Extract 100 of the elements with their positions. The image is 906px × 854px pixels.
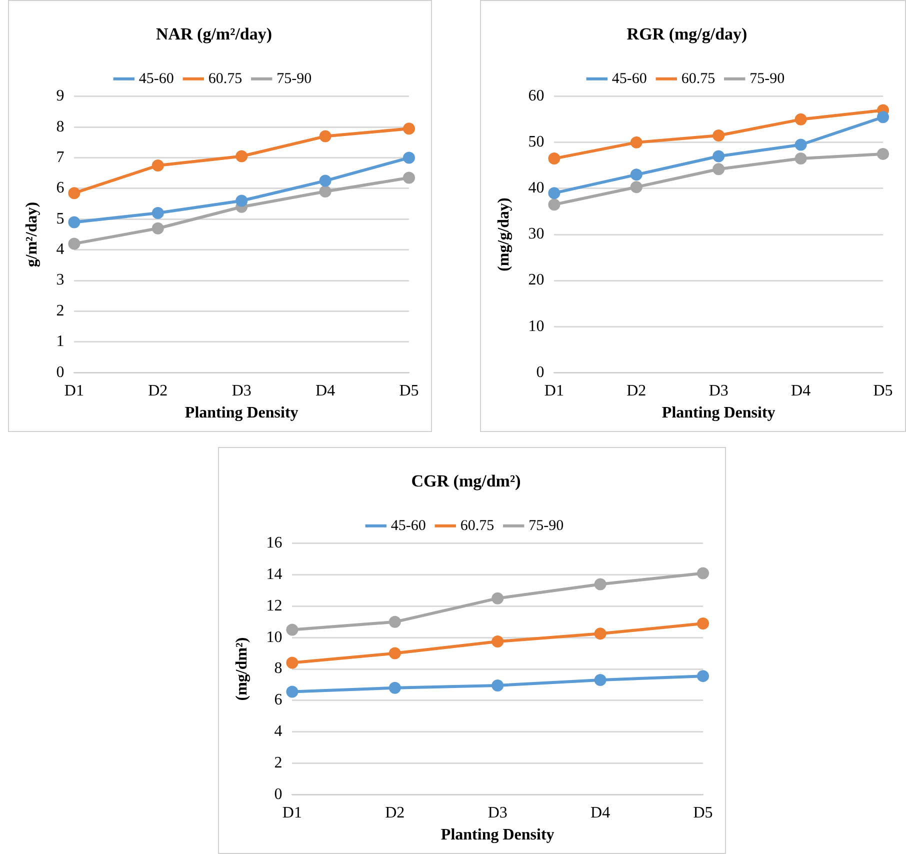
- point: [794, 138, 807, 151]
- point: [697, 617, 709, 630]
- legend-label: 60.75: [208, 70, 242, 87]
- x-tick-label: D3: [488, 804, 508, 822]
- point: [286, 624, 298, 636]
- point: [68, 187, 80, 200]
- legend-label: 45-60: [138, 70, 174, 87]
- point: [877, 111, 889, 124]
- point: [548, 152, 560, 165]
- point: [319, 186, 332, 198]
- y-tick-label: 10: [266, 628, 282, 646]
- legend-label: 75-90: [276, 70, 312, 87]
- point: [712, 130, 725, 142]
- y-tick-label: 30: [528, 226, 544, 243]
- chart-title: RGR (mg/g/day): [626, 24, 748, 44]
- y-tick-label: 6: [56, 180, 64, 197]
- point: [492, 679, 504, 692]
- point: [594, 578, 606, 590]
- point: [236, 150, 248, 162]
- x-tick-label: D4: [590, 804, 610, 822]
- y-tick-label: 16: [266, 534, 282, 552]
- point: [794, 113, 807, 126]
- point: [152, 222, 164, 234]
- x-tick-label: D5: [399, 382, 419, 400]
- y-tick-label: 9: [56, 88, 64, 105]
- x-tick-label: D1: [282, 804, 302, 822]
- y-tick-label: 50: [528, 134, 544, 151]
- x-tick-label: D2: [148, 382, 168, 400]
- point: [548, 198, 560, 211]
- y-tick-label: 2: [274, 754, 282, 772]
- x-tick-label: D2: [385, 804, 405, 822]
- point: [319, 130, 332, 142]
- y-axis-title: g/m²/day): [24, 202, 41, 268]
- point: [388, 647, 401, 660]
- point: [152, 207, 164, 220]
- point: [594, 674, 606, 686]
- point: [712, 150, 725, 162]
- x-tick-label: D2: [626, 382, 646, 400]
- x-axis-title: Planting Density: [662, 404, 776, 422]
- y-tick-label: 40: [528, 180, 544, 197]
- point: [630, 168, 642, 181]
- chart-title: NAR (g/m²/day): [156, 24, 272, 44]
- x-axis-title: Planting Density: [440, 826, 554, 844]
- legend-label: 75-90: [750, 70, 785, 87]
- point: [697, 567, 709, 580]
- y-tick-label: 60: [528, 88, 544, 105]
- point: [630, 181, 642, 194]
- point: [877, 148, 889, 160]
- x-tick-label: D3: [708, 382, 728, 400]
- y-tick-label: 3: [56, 272, 64, 289]
- y-tick-label: 10: [528, 318, 544, 335]
- y-tick-label: 1: [56, 333, 64, 350]
- x-axis-title: Planting Density: [184, 404, 298, 422]
- point: [712, 163, 725, 176]
- legend-label: 60.75: [681, 70, 716, 87]
- legend-label: 45-60: [390, 518, 426, 534]
- y-tick-label: 20: [528, 272, 544, 289]
- x-tick-label: D1: [544, 382, 564, 400]
- x-tick-label: D1: [64, 382, 84, 400]
- point: [794, 152, 807, 165]
- point: [403, 152, 415, 164]
- point: [236, 194, 248, 207]
- x-tick-label: D4: [316, 382, 336, 400]
- y-axis-title: (mg/g/day): [496, 198, 513, 272]
- point: [630, 136, 642, 148]
- point: [152, 159, 164, 172]
- y-tick-label: 4: [56, 241, 64, 258]
- y-tick-label: 12: [266, 597, 282, 614]
- y-tick-label: 0: [536, 364, 544, 381]
- point: [403, 172, 415, 184]
- x-tick-label: D3: [232, 382, 252, 400]
- x-tick-label: D5: [693, 804, 713, 822]
- legend-label: 75-90: [528, 518, 564, 534]
- y-tick-label: 14: [266, 566, 282, 584]
- legend-label: 45-60: [612, 70, 647, 87]
- y-tick-label: 2: [56, 302, 64, 320]
- point: [319, 174, 332, 187]
- y-tick-label: 8: [274, 660, 282, 678]
- y-tick-label: 8: [56, 118, 64, 136]
- y-tick-label: 6: [274, 692, 282, 709]
- legend-label: 60.75: [460, 518, 494, 534]
- point: [68, 238, 80, 250]
- y-axis-title: (mg/dm²): [234, 637, 251, 701]
- y-tick-label: 7: [56, 148, 64, 166]
- point: [594, 628, 606, 640]
- point: [388, 682, 401, 694]
- y-tick-label: 4: [274, 723, 282, 740]
- x-tick-label: D4: [791, 382, 811, 400]
- point: [403, 122, 415, 135]
- y-tick-label: 0: [56, 364, 64, 381]
- point: [388, 616, 401, 628]
- point: [286, 656, 298, 669]
- y-tick-label: 0: [274, 786, 282, 803]
- point: [68, 216, 80, 228]
- point: [286, 686, 298, 698]
- point: [697, 670, 709, 682]
- chart-title: CGR (mg/dm²): [411, 472, 521, 491]
- point: [492, 636, 504, 648]
- point: [492, 592, 504, 604]
- x-tick-label: D5: [873, 382, 893, 400]
